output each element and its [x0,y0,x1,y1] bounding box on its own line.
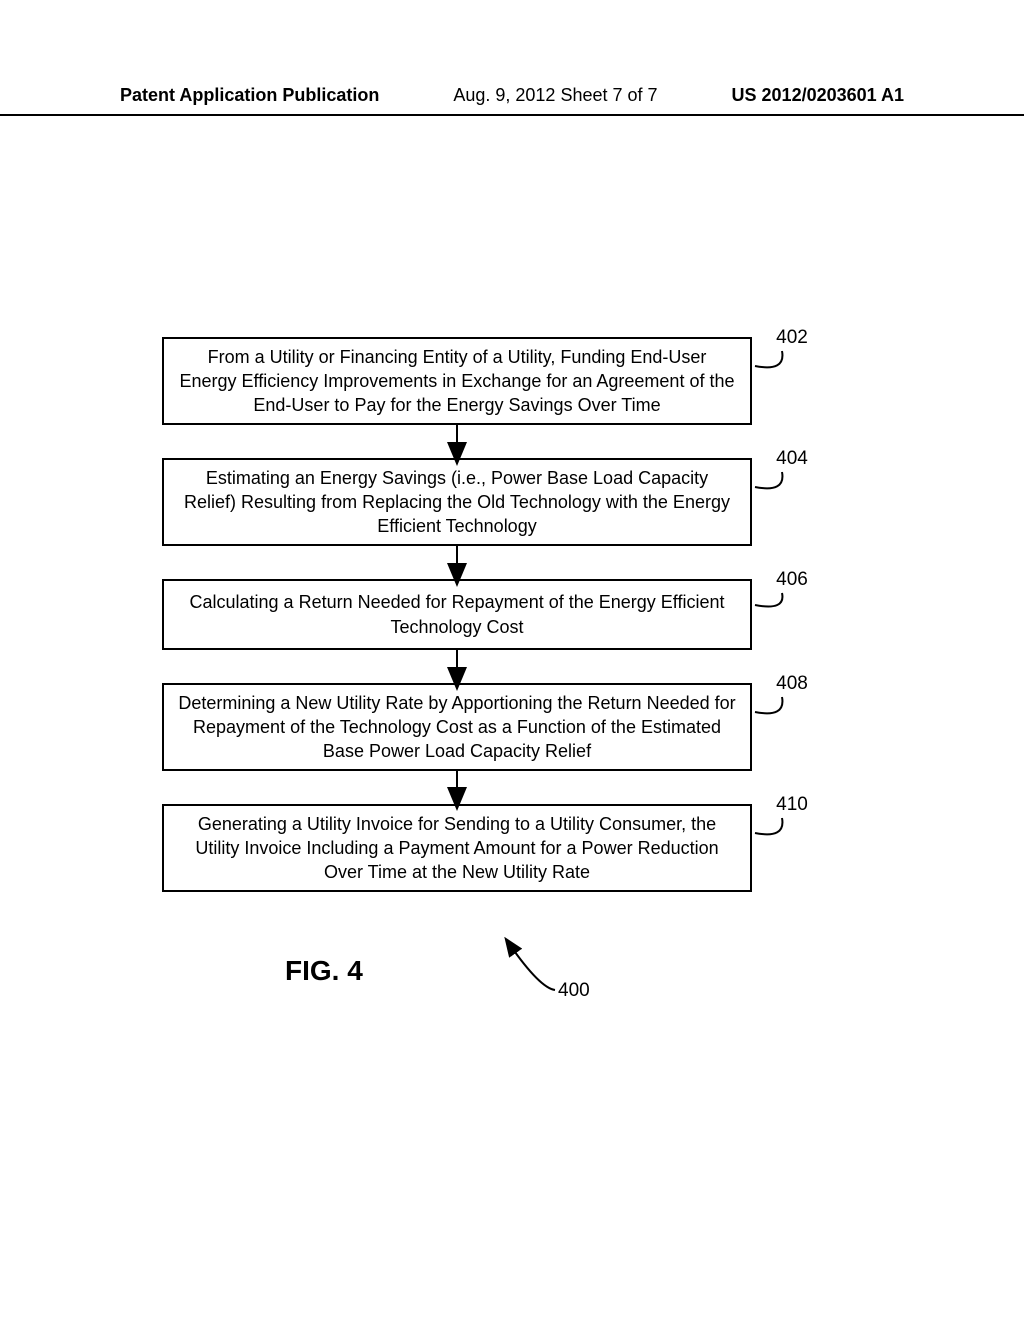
flow-step-402: From a Utility or Financing Entity of a … [162,337,752,425]
flow-step-410: Generating a Utility Invoice for Sending… [162,804,752,892]
ref-label-406: 406 [767,569,817,591]
ref-label-410: 410 [767,794,817,816]
overall-ref-leader [510,945,555,990]
flow-step-406: Calculating a Return Needed for Repaymen… [162,579,752,650]
diagram-overlay [0,0,1024,1320]
ref-leader-402 [755,351,782,367]
header-mid: Aug. 9, 2012 Sheet 7 of 7 [453,85,657,106]
figure-caption: FIG. 4 [285,955,363,987]
flow-step-408: Determining a New Utility Rate by Apport… [162,683,752,771]
ref-leader-408 [755,697,782,713]
ref-label-402: 402 [767,327,817,349]
header-left: Patent Application Publication [120,85,379,106]
ref-leader-410 [755,818,782,834]
overall-ref-label: 400 [558,980,590,1002]
ref-label-404: 404 [767,448,817,470]
page-header: Patent Application Publication Aug. 9, 2… [0,85,1024,116]
ref-leader-404 [755,472,782,488]
flow-step-404: Estimating an Energy Savings (i.e., Powe… [162,458,752,546]
header-right: US 2012/0203601 A1 [732,85,904,106]
ref-label-408: 408 [767,673,817,695]
ref-leader-406 [755,593,782,607]
